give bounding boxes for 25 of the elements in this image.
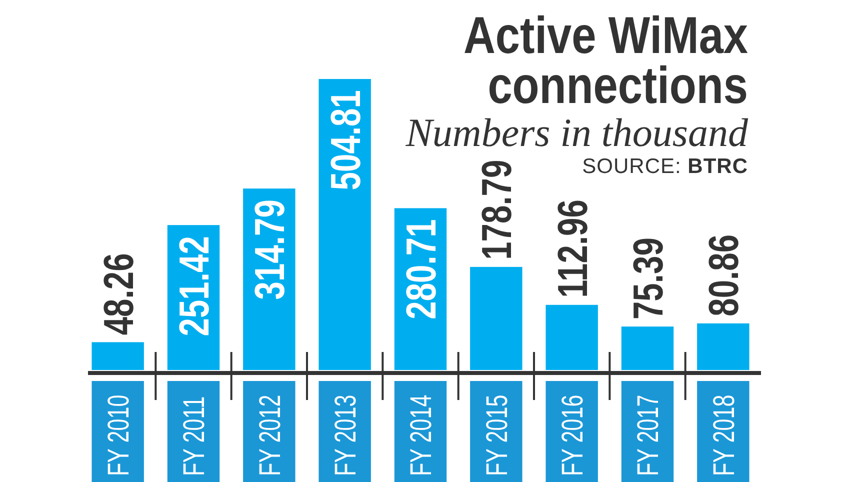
x-tick-label: FY 2018 bbox=[706, 394, 741, 476]
data-label: 48.26 bbox=[94, 253, 142, 336]
bar bbox=[546, 304, 598, 370]
data-label: 80.86 bbox=[700, 234, 748, 316]
data-label: 314.79 bbox=[246, 200, 294, 300]
data-label: 112.96 bbox=[548, 200, 596, 298]
bar bbox=[470, 266, 522, 370]
bar bbox=[318, 79, 371, 370]
bar bbox=[697, 323, 750, 370]
bar bbox=[92, 342, 144, 370]
data-label: 280.71 bbox=[398, 219, 444, 320]
data-label: 504.81 bbox=[322, 90, 369, 190]
x-tick-label: FY 2017 bbox=[630, 394, 666, 476]
bar bbox=[621, 326, 674, 370]
x-tick-label: FY 2016 bbox=[555, 394, 590, 476]
x-tick-label: FY 2010 bbox=[101, 394, 136, 476]
x-tick-label: FY 2012 bbox=[252, 394, 287, 476]
x-tick-label: FY 2015 bbox=[479, 394, 514, 476]
data-label: 75.39 bbox=[624, 238, 672, 320]
annotation: SOURCE: BTRC bbox=[582, 155, 748, 178]
x-tick-label: FY 2013 bbox=[328, 394, 362, 476]
x-tick-label: FY 2014 bbox=[404, 394, 438, 476]
data-label: 178.79 bbox=[473, 160, 520, 260]
x-tick-label: FY 2011 bbox=[176, 396, 212, 476]
data-label: 251.42 bbox=[170, 236, 218, 336]
